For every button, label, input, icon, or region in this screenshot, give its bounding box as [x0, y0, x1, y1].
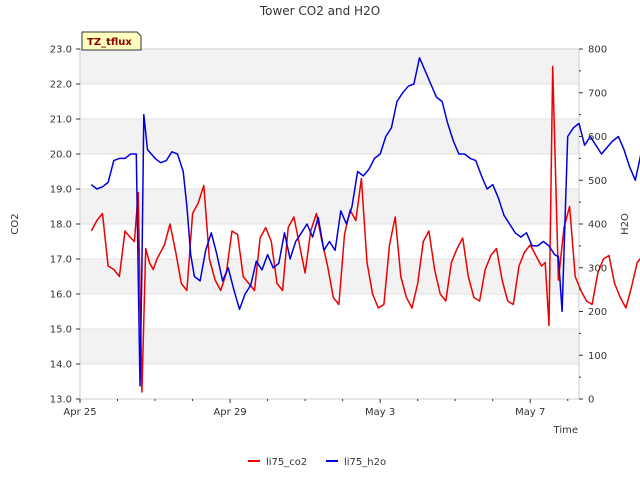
y-left-tick-label: 16.0	[50, 290, 72, 301]
grid-band	[80, 49, 579, 84]
series-line-li75_h2o	[90, 57, 640, 387]
y-right-tick-label: 300	[588, 263, 607, 274]
y-left-tick-label: 17.0	[50, 255, 72, 266]
legend-label-li75_co2: li75_co2	[266, 457, 307, 468]
y-axis-right-label: H2O	[620, 213, 631, 235]
x-axis-label: Time	[553, 425, 578, 436]
y-right-tick-label: 200	[588, 307, 607, 318]
x-tick-label: May 7	[515, 407, 545, 418]
x-tick-label: Apr 29	[213, 407, 246, 418]
y-left-tick-label: 22.0	[50, 80, 72, 91]
background-bands	[80, 49, 579, 364]
station-tag: TZ_tflux	[81, 31, 142, 51]
grid-band	[80, 119, 579, 154]
x-tick-label: May 3	[365, 407, 395, 418]
x-tick-label: Apr 25	[63, 407, 96, 418]
y-right-tick-label: 0	[588, 395, 594, 406]
chart-title: Tower CO2 and H2O	[259, 4, 380, 18]
y-right-tick-label: 800	[588, 45, 607, 56]
y-left-tick-label: 19.0	[50, 185, 72, 196]
y-left-tick-label: 21.0	[50, 115, 72, 126]
legend-label-li75_h2o: li75_h2o	[344, 457, 386, 468]
grid-band	[80, 189, 579, 224]
y-left-tick-label: 14.0	[50, 360, 72, 371]
y-right-tick-label: 400	[588, 220, 607, 231]
y-left-tick-label: 15.0	[50, 325, 72, 336]
grid-band	[80, 329, 579, 364]
legend: li75_co2 li75_h2o	[248, 457, 386, 468]
y-right-tick-label: 500	[588, 176, 607, 187]
y-left-tick-label: 13.0	[50, 395, 72, 406]
y-right-tick-label: 700	[588, 88, 607, 99]
series-line-li75_co2	[90, 65, 640, 393]
station-tag-box	[81, 31, 142, 51]
series-layer	[90, 57, 640, 393]
y-left-tick-label: 20.0	[50, 150, 72, 161]
axes: 13.0 14.0 15.0 16.0 17.0 18.0 19.0 20.0 21.0 22.0…	[50, 45, 607, 419]
y-right-tick-label: 100	[588, 351, 607, 362]
station-tag-label: TZ_tflux	[87, 37, 132, 48]
y-left-tick-label: 18.0	[50, 220, 72, 231]
y-axis-left-label: CO2	[10, 213, 21, 234]
y-right-tick-label: 600	[588, 132, 607, 143]
y-left-tick-label: 23.0	[50, 45, 72, 56]
